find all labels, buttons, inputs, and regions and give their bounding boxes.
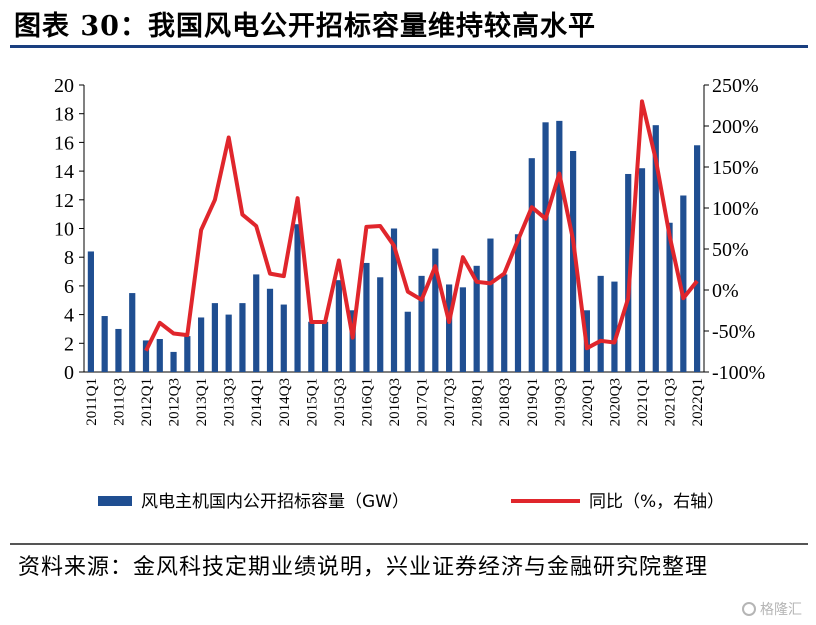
x-tick-label: 2019Q1 <box>525 378 541 426</box>
y-left-tick-label: 10 <box>54 219 74 241</box>
bar <box>211 303 218 372</box>
bar <box>349 310 356 372</box>
y-left-tick-label: 0 <box>64 362 74 384</box>
x-tick-label: 2020Q3 <box>607 378 623 426</box>
y-left-tick-label: 18 <box>54 104 74 126</box>
x-tick-label: 2012Q3 <box>167 378 183 426</box>
bar <box>418 275 425 372</box>
bar <box>487 238 494 372</box>
figure-title: 图表 30：我国风电公开招标容量维持较高水平 <box>14 11 596 42</box>
bar <box>363 262 370 372</box>
bar <box>87 251 94 372</box>
x-tick-label: 2016Q1 <box>359 378 375 426</box>
y-right-tick-label: -100% <box>712 362 765 384</box>
x-tick-label: 2014Q3 <box>277 378 293 426</box>
x-tick-label: 2022Q1 <box>690 378 706 426</box>
source-note: 资料来源：金风科技定期业绩说明，兴业证券经济与金融研究院整理 <box>18 555 709 580</box>
legend-bar-swatch <box>98 496 132 506</box>
x-tick-label: 2021Q1 <box>635 378 651 426</box>
x-tick-label: 2017Q3 <box>442 378 458 426</box>
bar <box>198 317 205 372</box>
bar <box>142 340 150 372</box>
y-right-tick-label: -50% <box>712 321 755 343</box>
bar <box>446 284 453 372</box>
bar <box>473 265 480 372</box>
bar <box>432 248 439 372</box>
y-right-tick-label: 0% <box>712 280 739 302</box>
y-left-tick-label: 12 <box>54 190 74 212</box>
bar <box>556 120 563 372</box>
x-tick-label: 2014Q1 <box>249 378 265 426</box>
watermark-text: 格隆汇 <box>760 602 802 618</box>
bar <box>694 145 701 372</box>
bar <box>308 321 315 372</box>
source-rule <box>10 543 808 545</box>
bar <box>266 288 274 372</box>
y-right-tick-label: 50% <box>712 239 749 261</box>
x-tick-label: 2016Q3 <box>387 378 403 426</box>
x-tick-label: 2011Q3 <box>111 378 127 426</box>
title-rule <box>10 45 808 48</box>
x-tick-label: 2012Q1 <box>139 378 155 426</box>
bar <box>514 234 522 372</box>
y-right-tick-label: 250% <box>712 75 759 97</box>
bar <box>280 304 287 372</box>
bar <box>528 158 535 372</box>
watermark: 格隆汇 <box>742 599 802 619</box>
bar <box>501 274 508 372</box>
y-left-tick-label: 20 <box>54 75 74 97</box>
bar <box>294 224 301 372</box>
bar <box>611 281 618 372</box>
bar <box>129 293 136 372</box>
bar <box>101 316 108 372</box>
y-left-tick-label: 4 <box>64 305 74 327</box>
y-right-tick-label: 100% <box>712 198 759 220</box>
bar <box>115 328 122 372</box>
x-tick-label: 2017Q1 <box>415 378 431 426</box>
bar <box>638 168 646 372</box>
bar <box>542 122 549 372</box>
legend-line-label: 同比（%，右轴） <box>589 492 724 512</box>
y-left-tick-label: 2 <box>64 333 74 355</box>
bar <box>390 228 398 372</box>
y-right-tick-label: 200% <box>712 116 759 138</box>
x-tick-label: 2015Q1 <box>304 378 320 426</box>
bar <box>335 280 342 372</box>
bar <box>239 303 246 372</box>
chart: 0 2 4 6 8 10 12 14 16 18 20 -100% -50% 0% 50% 100% 150% 2… <box>54 75 765 512</box>
bar <box>377 277 384 372</box>
bar <box>404 311 411 372</box>
x-tick-label: 2020Q1 <box>580 378 596 426</box>
x-tick-label: 2018Q3 <box>497 378 513 426</box>
x-tick-label: 2013Q3 <box>222 378 238 426</box>
y-left-tick-label: 14 <box>54 161 74 183</box>
legend-bar-label: 风电主机国内公开招标容量（GW） <box>141 492 409 512</box>
bar <box>156 338 163 372</box>
bar <box>322 321 329 372</box>
x-tick-label: 2011Q1 <box>84 378 100 426</box>
bar <box>225 314 232 372</box>
bar <box>666 222 673 372</box>
bar <box>652 125 659 373</box>
y-right-tick-label: 150% <box>712 157 759 179</box>
bar <box>570 151 577 372</box>
x-tick-label: 2015Q3 <box>332 378 348 426</box>
y-left-tick-label: 16 <box>54 132 74 154</box>
x-tick-label: 2018Q1 <box>470 378 486 426</box>
y-left-tick-label: 6 <box>64 276 74 298</box>
bar <box>184 336 191 372</box>
y-left-tick-label: 8 <box>64 247 74 269</box>
bar <box>597 275 604 372</box>
bar <box>459 287 466 372</box>
yoy-line <box>144 99 699 352</box>
bar <box>680 195 687 372</box>
x-tick-label: 2013Q1 <box>194 378 210 426</box>
x-tick-label: 2021Q3 <box>663 378 679 426</box>
x-tick-label: 2019Q3 <box>552 378 568 426</box>
watermark-logo-icon <box>742 602 756 616</box>
bar <box>170 351 177 372</box>
bar <box>253 274 260 372</box>
